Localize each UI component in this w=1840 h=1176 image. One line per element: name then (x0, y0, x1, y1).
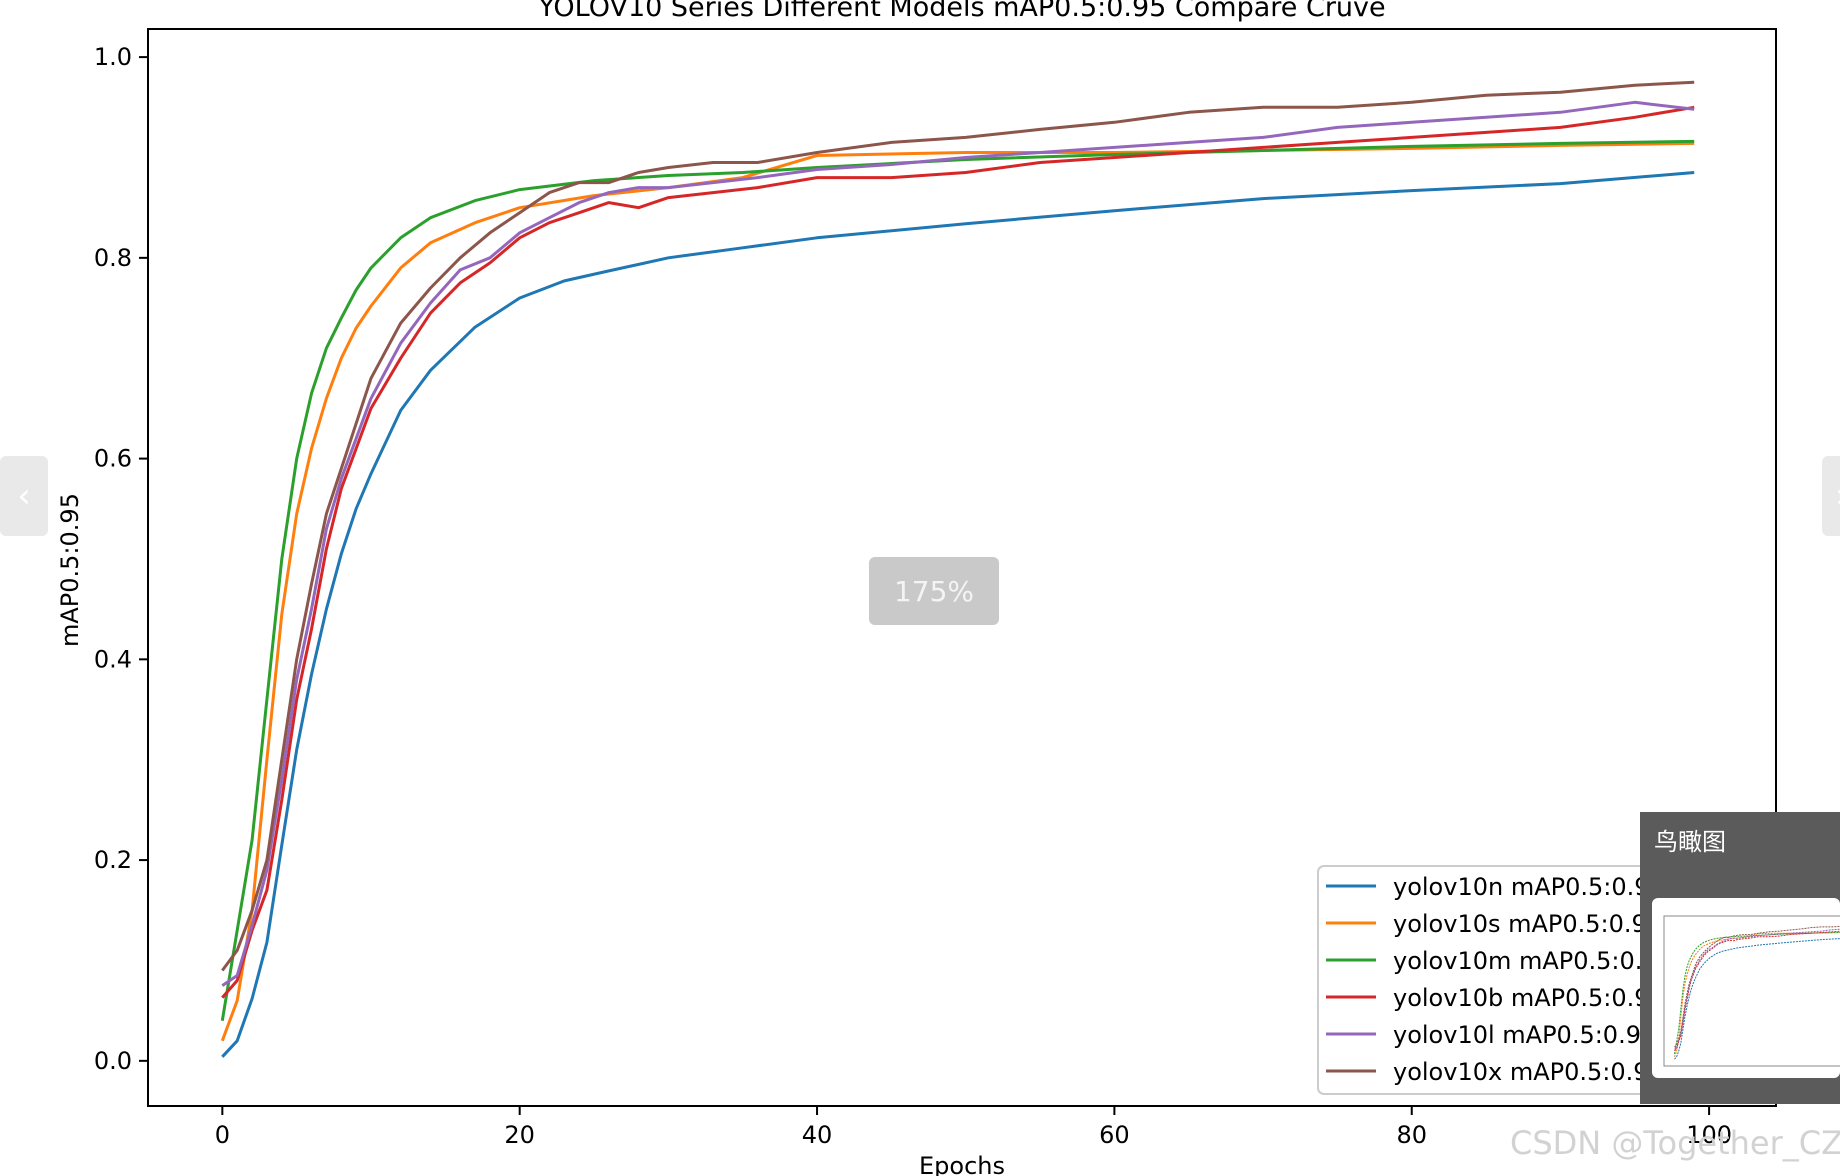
series-line-5 (221, 80, 1695, 972)
y-tick-label-2: 0.4 (94, 645, 132, 673)
series-line-3 (221, 105, 1695, 999)
series-line-0 (221, 171, 1695, 1058)
y-tick-label-1: 0.2 (94, 846, 132, 874)
x-tick-label-0: 0 (215, 1121, 230, 1149)
series-line-2 (220, 139, 1695, 1021)
overview-title: 鸟瞰图 (1654, 828, 1726, 856)
thumb-series-4 (1674, 928, 1840, 1050)
y-tick-label-4: 0.8 (94, 244, 132, 272)
overview-thumbnail[interactable] (1652, 898, 1840, 1078)
next-image-button[interactable]: › (1822, 456, 1840, 536)
zoom-level-badge: 175% (869, 557, 999, 625)
plot-frame (147, 28, 1777, 1107)
thumb-series-0 (1674, 938, 1840, 1060)
thumb-series-3 (1674, 930, 1840, 1052)
thumb-series-2 (1674, 931, 1840, 1055)
plot-lines (220, 80, 1695, 1058)
chevron-right-icon: › (1835, 476, 1840, 516)
chart-title: YOLOV10 Series Different Models mAP0.5:0… (537, 0, 1385, 23)
series-line-4 (221, 100, 1695, 987)
series-line-1 (220, 141, 1695, 1042)
x-tick-label-5: 100 (1686, 1121, 1732, 1149)
thumb-series-5 (1674, 925, 1840, 1048)
prev-image-button[interactable]: ‹ (0, 456, 48, 536)
thumbnail-chart (1663, 915, 1840, 1067)
thumb-series-1 (1674, 932, 1840, 1058)
y-axis-label: mAP0.5:0.95 (56, 493, 84, 647)
axis-ticks: 0 20 40 60 80 100 0.0 0.2 0.4 0.6 0.8 1.0 (94, 43, 1732, 1149)
x-tick-label-4: 80 (1396, 1121, 1427, 1149)
watermark: CSDN @Together_CZ (1510, 1124, 1840, 1162)
x-tick-label-1: 20 (504, 1121, 535, 1149)
overview-panel[interactable]: 鸟瞰图 (1640, 812, 1840, 1104)
thumb-frame (1663, 915, 1840, 1067)
x-tick-label-3: 60 (1099, 1121, 1130, 1149)
y-tick-label-5: 1.0 (94, 43, 132, 71)
y-tick-label-3: 0.6 (94, 445, 132, 473)
y-tick-label-0: 0.0 (94, 1047, 132, 1075)
chevron-left-icon: ‹ (17, 476, 31, 516)
x-axis-label: Epochs (919, 1152, 1005, 1176)
x-tick-label-2: 40 (802, 1121, 833, 1149)
